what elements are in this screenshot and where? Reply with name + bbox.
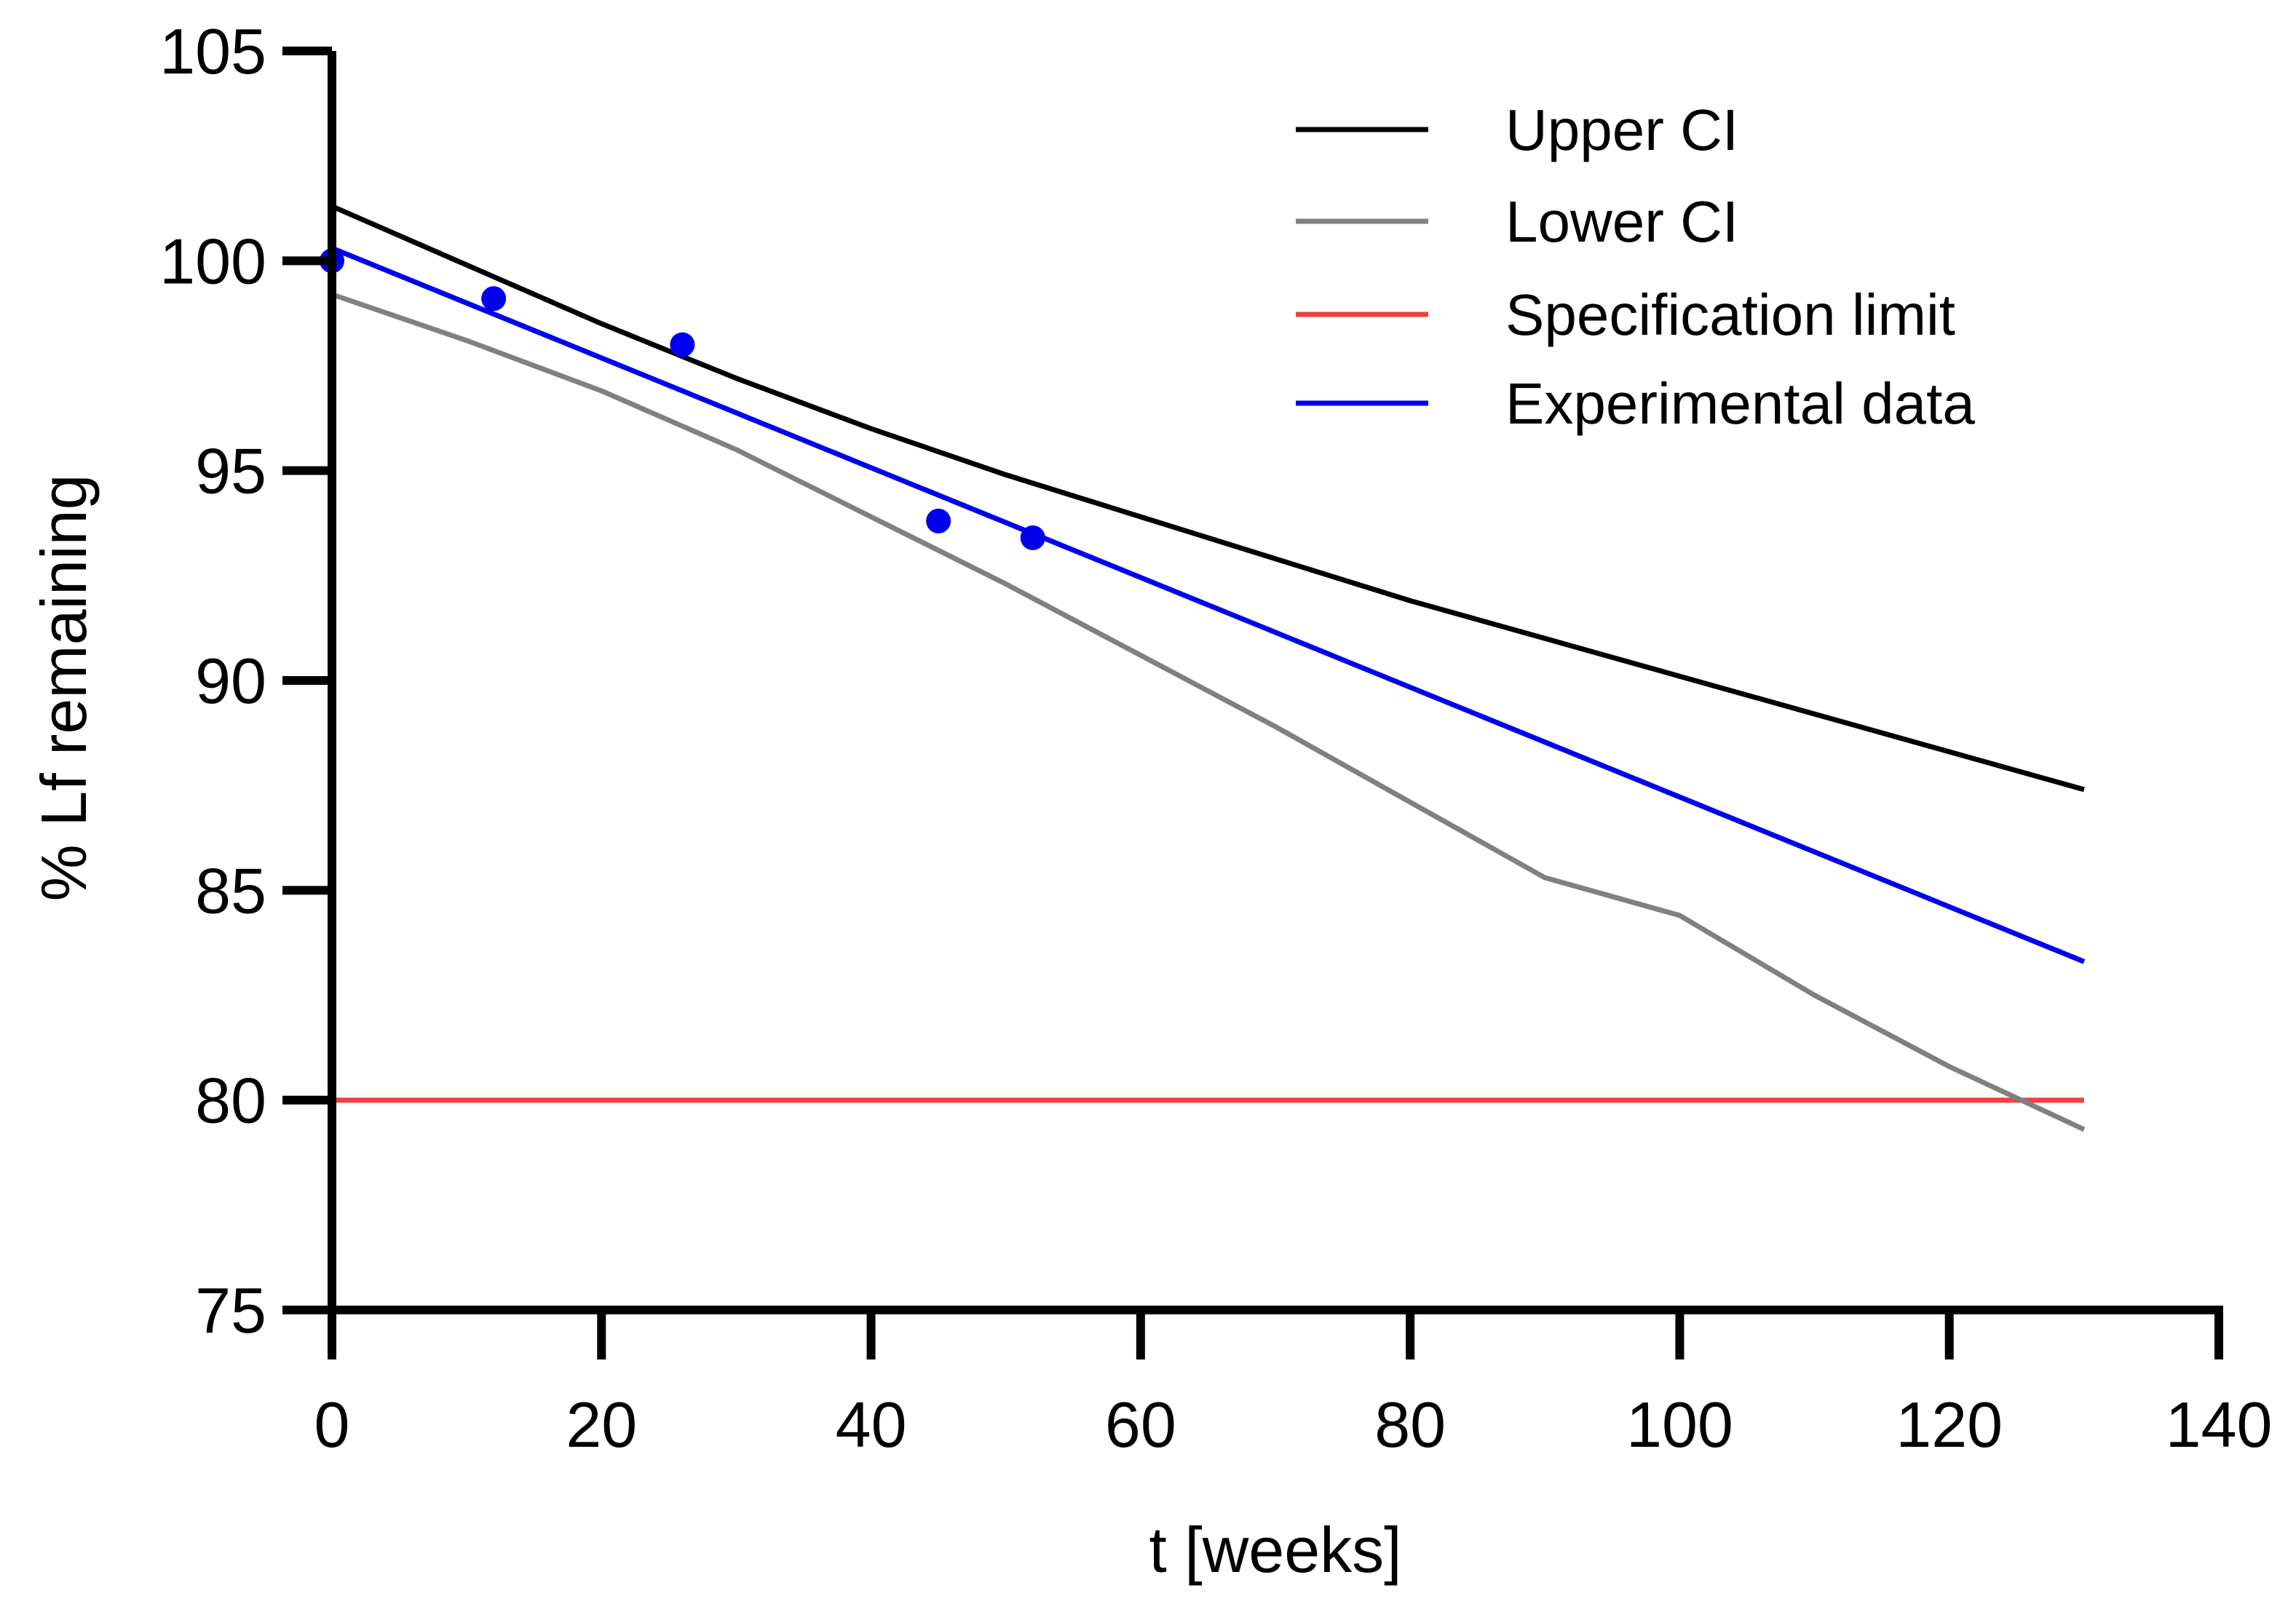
y-tick-label: 100 [159, 225, 266, 297]
data-points [320, 248, 1045, 550]
legend-item: Experimental data [1296, 371, 1975, 436]
legend: Upper CI Lower CI Specification limit Exper… [1296, 98, 1975, 436]
y-tick-label: 85 [195, 854, 266, 926]
x-tick-label: 40 [836, 1389, 907, 1461]
x-tick-label: 60 [1105, 1389, 1176, 1461]
legend-item: Lower CI [1296, 189, 1738, 254]
y-tick-label: 105 [159, 15, 266, 87]
legend-label: Lower CI [1505, 189, 1738, 254]
data-point [1020, 525, 1045, 550]
series-line-upper-ci [330, 204, 2085, 793]
legend-item: Specification limit [1296, 282, 1955, 347]
y-tick-label: 75 [195, 1274, 266, 1346]
data-point [670, 332, 695, 357]
axes [328, 51, 2223, 1314]
y-tick-label: 80 [195, 1065, 266, 1137]
y-ticks: 75 80 85 90 95 100 105 [159, 15, 332, 1346]
plot-series [330, 204, 2086, 1132]
series-line-experimental-data [330, 245, 2086, 964]
legend-label: Upper CI [1505, 98, 1738, 162]
legend-label: Experimental data [1505, 371, 1975, 436]
y-tick-label: 95 [195, 435, 266, 507]
y-axis-title: % Lf remaining [28, 475, 100, 902]
x-tick-label: 120 [1896, 1389, 2003, 1461]
legend-label: Specification limit [1505, 282, 1955, 347]
x-tick-label: 0 [314, 1389, 350, 1461]
data-point [926, 508, 951, 533]
series-line-lower-ci [330, 292, 2086, 1132]
x-tick-label: 20 [566, 1389, 637, 1461]
x-tick-label: 80 [1374, 1389, 1446, 1461]
y-tick-label: 90 [195, 645, 266, 717]
x-axis-title: t [weeks] [1149, 1514, 1401, 1586]
x-tick-label: 140 [2166, 1389, 2273, 1461]
x-tick-label: 100 [1626, 1389, 1733, 1461]
data-point [481, 286, 507, 311]
x-ticks: 0 20 40 60 80 100 120 140 [314, 1310, 2273, 1461]
legend-item: Upper CI [1296, 98, 1738, 162]
